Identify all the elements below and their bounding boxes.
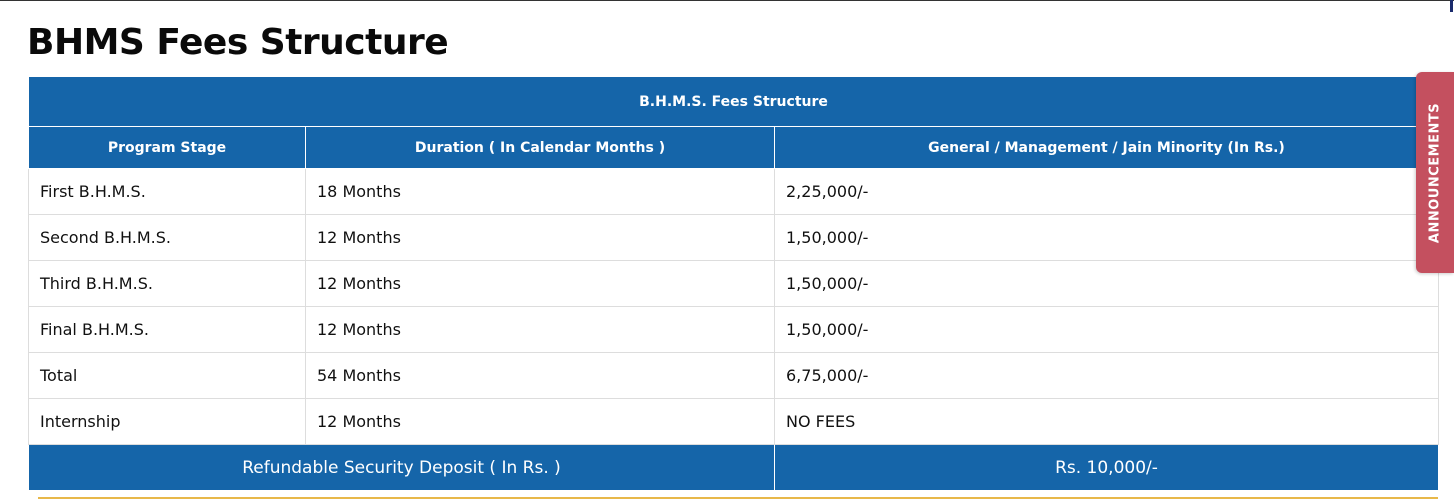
bottom-accent-line [38,497,1438,499]
table-row: Total 54 Months 6,75,000/- [28,352,1439,399]
cell-duration: 12 Months [305,398,775,445]
cell-fee: NO FEES [774,398,1439,445]
cell-stage: Third B.H.M.S. [28,260,306,307]
cell-stage: First B.H.M.S. [28,168,306,215]
top-border-line [0,0,1454,1]
cell-duration: 12 Months [305,260,775,307]
cell-duration: 12 Months [305,306,775,353]
table-row: Second B.H.M.S. 12 Months 1,50,000/- [28,214,1439,261]
cell-fee: 1,50,000/- [774,306,1439,353]
table-caption: B.H.M.S. Fees Structure [28,76,1439,127]
cell-stage: Second B.H.M.S. [28,214,306,261]
cell-duration: 12 Months [305,214,775,261]
cell-duration: 18 Months [305,168,775,215]
announcements-tab[interactable]: ANNOUNCEMENTS [1416,72,1454,273]
announcements-label: ANNOUNCEMENTS [1427,102,1443,243]
deposit-label: Refundable Security Deposit ( In Rs. ) [28,444,775,491]
table-header-row: Program Stage Duration ( In Calendar Mon… [28,126,1439,169]
table-row: Internship 12 Months NO FEES [28,398,1439,445]
cell-fee: 1,50,000/- [774,214,1439,261]
cell-duration: 54 Months [305,352,775,399]
header-fees: General / Management / Jain Minority (In… [774,126,1439,169]
page-title: BHMS Fees Structure [27,22,449,63]
cell-fee: 2,25,000/- [774,168,1439,215]
cell-stage: Total [28,352,306,399]
header-program-stage: Program Stage [28,126,306,169]
cell-fee: 1,50,000/- [774,260,1439,307]
deposit-value: Rs. 10,000/- [774,444,1439,491]
deposit-row: Refundable Security Deposit ( In Rs. ) R… [28,444,1439,491]
header-duration: Duration ( In Calendar Months ) [305,126,775,169]
table-row: First B.H.M.S. 18 Months 2,25,000/- [28,168,1439,215]
scrollbar-edge [1450,0,1453,12]
fees-table: B.H.M.S. Fees Structure Program Stage Du… [28,76,1439,491]
cell-fee: 6,75,000/- [774,352,1439,399]
cell-stage: Internship [28,398,306,445]
table-row: Third B.H.M.S. 12 Months 1,50,000/- [28,260,1439,307]
table-row: Final B.H.M.S. 12 Months 1,50,000/- [28,306,1439,353]
cell-stage: Final B.H.M.S. [28,306,306,353]
table-caption-row: B.H.M.S. Fees Structure [28,76,1439,127]
